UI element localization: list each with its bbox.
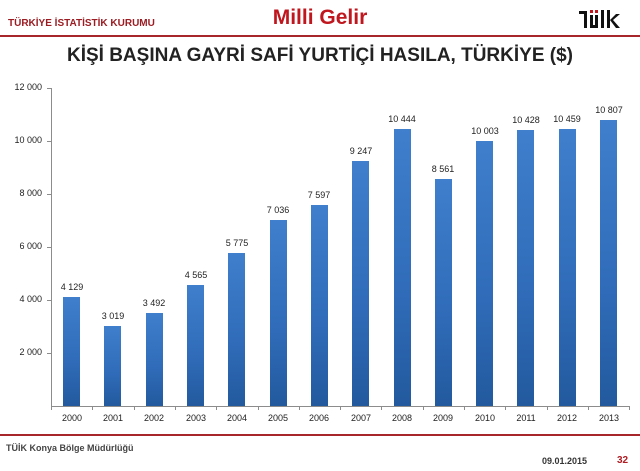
- header-section-title: Milli Gelir: [272, 6, 368, 29]
- footer-office: TÜİK Konya Bölge Müdürlüğü: [6, 443, 134, 453]
- value-label: 7 597: [307, 190, 331, 200]
- x-tick: [258, 406, 259, 410]
- y-tick-label: 10 000: [14, 135, 42, 145]
- bar-2012: [559, 129, 576, 406]
- header-divider: [0, 35, 640, 37]
- x-tick-label: 2008: [391, 413, 413, 423]
- x-tick-label: 2012: [556, 413, 578, 423]
- chart-title: KİŞİ BAŞINA GAYRİ SAFİ YURTİÇİ HASILA, T…: [66, 45, 573, 66]
- value-label: 3 019: [101, 311, 125, 321]
- value-label: 10 003: [471, 126, 499, 136]
- value-label: 4 565: [184, 270, 208, 280]
- x-tick: [134, 406, 135, 410]
- x-tick: [464, 406, 465, 410]
- y-axis: [51, 88, 52, 407]
- value-label: 7 036: [266, 205, 290, 215]
- x-tick-label: 2013: [598, 413, 620, 423]
- y-tick-label: 8 000: [19, 188, 42, 198]
- bar-2006: [311, 205, 328, 406]
- value-label: 3 492: [142, 298, 166, 308]
- bar-2008: [394, 129, 411, 406]
- x-tick-label: 2006: [308, 413, 330, 423]
- y-tick: [47, 88, 51, 89]
- x-tick: [381, 406, 382, 410]
- value-label: 9 247: [349, 146, 373, 156]
- x-tick: [423, 406, 424, 410]
- bar-2000: [63, 297, 80, 406]
- value-label: 10 428: [512, 115, 540, 125]
- x-tick: [629, 406, 630, 410]
- bar-2011: [517, 130, 534, 406]
- value-label: 4 129: [60, 282, 84, 292]
- x-tick: [92, 406, 93, 410]
- y-tick-label: 6 000: [19, 241, 42, 251]
- y-tick-label: 4 000: [19, 294, 42, 304]
- x-tick-label: 2007: [350, 413, 372, 423]
- x-tick: [588, 406, 589, 410]
- page-number: 32: [617, 455, 629, 466]
- y-tick: [47, 194, 51, 195]
- value-label: 10 807: [595, 105, 623, 115]
- x-tick: [547, 406, 548, 410]
- value-label: 8 561: [431, 164, 455, 174]
- x-tick: [299, 406, 300, 410]
- header-org-name: TÜRKİYE İSTATİSTİK KURUMU: [8, 18, 155, 29]
- value-label: 5 775: [225, 238, 249, 248]
- footer-date: 09.01.2015: [542, 456, 588, 466]
- tuik-logo-icon: [579, 10, 620, 28]
- y-tick: [47, 141, 51, 142]
- bar-2009: [435, 179, 452, 406]
- x-tick-label: 2010: [474, 413, 496, 423]
- bar-2001: [104, 326, 121, 406]
- y-tick: [47, 353, 51, 354]
- x-tick: [505, 406, 506, 410]
- x-tick-label: 2003: [185, 413, 207, 423]
- value-label: 10 459: [553, 114, 581, 124]
- bar-2004: [228, 253, 245, 406]
- bar-2002: [146, 313, 163, 406]
- y-tick-label: 12 000: [14, 82, 42, 92]
- y-tick: [47, 300, 51, 301]
- x-tick-label: 2005: [267, 413, 289, 423]
- x-tick: [51, 406, 52, 410]
- x-tick-label: 2001: [102, 413, 124, 423]
- y-tick: [47, 247, 51, 248]
- bar-2010: [476, 141, 493, 406]
- x-tick: [175, 406, 176, 410]
- bar-2005: [270, 220, 287, 406]
- value-label: 10 444: [388, 114, 416, 124]
- x-tick-label: 2002: [143, 413, 165, 423]
- x-tick-label: 2000: [61, 413, 83, 423]
- y-tick-label: 2 000: [19, 347, 42, 357]
- footer-divider: [0, 434, 640, 436]
- x-tick-label: 2009: [432, 413, 454, 423]
- x-tick: [340, 406, 341, 410]
- bar-2007: [352, 161, 369, 406]
- x-tick-label: 2004: [226, 413, 248, 423]
- x-tick-label: 2011: [516, 413, 536, 423]
- bar-2013: [600, 120, 617, 406]
- x-tick: [216, 406, 217, 410]
- bar-2003: [187, 285, 204, 406]
